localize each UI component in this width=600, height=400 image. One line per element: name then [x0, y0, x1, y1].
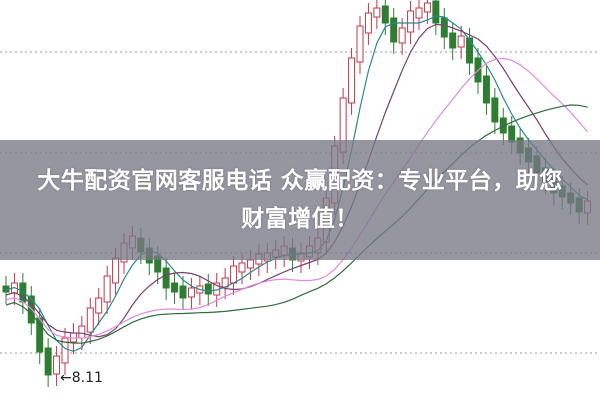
candle-body	[230, 265, 238, 284]
candle-body	[491, 97, 499, 123]
candle-body	[440, 17, 448, 38]
candle-body	[204, 283, 212, 295]
candle-body	[238, 262, 246, 273]
headline-banner: 大牛配资官网客服电话 众赢配资：专业平台，助您 财富增值！	[0, 140, 600, 260]
candle-body	[44, 347, 52, 376]
candle-body	[78, 325, 86, 339]
candle-body	[466, 37, 474, 64]
candle-body	[246, 259, 254, 269]
candle-body	[112, 257, 120, 284]
moving-average-line	[5, 104, 588, 344]
candle-body	[61, 337, 69, 364]
headline-line-1: 大牛配资官网客服电话 众赢配资：专业平台，助您	[37, 168, 563, 194]
candle-body	[482, 75, 490, 104]
candle-body	[364, 12, 372, 34]
candle-body	[373, 7, 381, 18]
candle-body	[432, 0, 440, 24]
moving-average-line	[5, 23, 588, 338]
candle-body	[162, 267, 170, 289]
candle-body	[423, 2, 431, 13]
candle-body	[95, 297, 103, 314]
low-price-label: ←8.11	[60, 370, 103, 386]
candle-body	[103, 275, 111, 303]
candle-body	[171, 282, 179, 293]
candle-body	[36, 317, 44, 353]
candle-body	[356, 25, 364, 63]
candle-body	[86, 307, 94, 333]
candle-body	[179, 285, 187, 299]
arrow-left-icon: ←	[60, 370, 72, 386]
candle-body	[381, 5, 389, 24]
candle-body	[398, 27, 406, 44]
moving-average-line	[5, 57, 589, 339]
candle-body	[449, 32, 457, 49]
candle-body	[53, 355, 61, 375]
candle-body	[348, 57, 356, 104]
candle-body	[187, 287, 195, 298]
candle-body	[415, 7, 423, 19]
candle-body	[407, 10, 415, 33]
candle-body	[390, 17, 398, 43]
candle-body	[457, 35, 465, 48]
headline-line-2: 财富增值！	[241, 206, 359, 232]
